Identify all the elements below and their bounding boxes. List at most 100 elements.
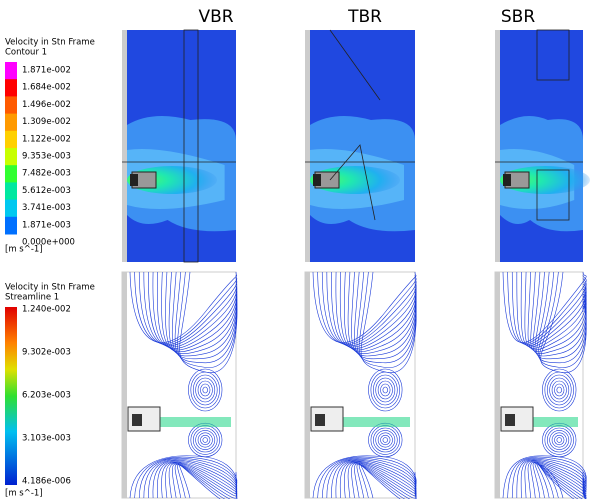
contour-panel — [122, 29, 236, 263]
vortex — [556, 437, 562, 443]
streamline-panel — [304, 271, 417, 503]
tick-label: 1.240e-002 — [22, 305, 71, 315]
colorbar-band — [5, 113, 17, 132]
streamline — [539, 271, 587, 368]
streamline — [134, 456, 238, 499]
colorbar-band — [5, 182, 17, 201]
vortex — [554, 434, 565, 446]
vortex — [375, 430, 396, 450]
vortex — [380, 383, 391, 397]
vortex — [197, 432, 213, 448]
jet — [530, 417, 578, 427]
device — [313, 174, 321, 186]
tick-label: 1.871e-003 — [22, 220, 71, 230]
tick-label: 3.103e-003 — [22, 434, 71, 444]
streamline — [134, 271, 238, 344]
colorbar-band — [5, 62, 17, 80]
vortex — [554, 383, 565, 397]
legend-subtitle: Streamline 1 — [5, 293, 59, 303]
wall — [495, 272, 500, 498]
tick-label: 1.496e-002 — [22, 100, 71, 110]
column-label: TBR — [347, 7, 382, 27]
streamline — [511, 271, 587, 345]
wall — [122, 30, 127, 262]
baffle — [536, 169, 570, 221]
streamline — [520, 271, 587, 348]
jet — [157, 417, 231, 427]
tick-label: 5.612e-003 — [22, 186, 71, 196]
streamline — [537, 271, 587, 364]
vortex — [192, 427, 218, 453]
tick-label: 3.741e-003 — [22, 203, 71, 213]
vortex — [542, 368, 577, 412]
streamline — [502, 271, 587, 343]
tick-label: 1.871e-002 — [22, 66, 71, 76]
legend-title: Velocity in Stn Frame — [5, 38, 95, 48]
streamline-panel — [494, 271, 587, 503]
streamline — [536, 463, 587, 499]
streamline — [335, 460, 417, 499]
vortex — [373, 374, 398, 406]
legend-unit: [m s^-1] — [5, 245, 43, 255]
streamline — [530, 271, 587, 353]
column-label: SBR — [501, 7, 535, 27]
colorbar-band — [5, 96, 17, 115]
vortex — [549, 377, 570, 403]
vortex — [549, 430, 570, 450]
tick-label: 4.186e-006 — [22, 477, 71, 487]
streamline — [532, 271, 587, 354]
streamline — [524, 271, 587, 349]
streamline — [527, 271, 587, 351]
tick-label: 1.684e-002 — [22, 83, 71, 93]
baffle — [536, 29, 570, 81]
colorbar-band — [5, 79, 17, 97]
streamline-panel — [121, 271, 238, 503]
vortex — [377, 380, 393, 400]
streamline — [536, 271, 587, 360]
vortex — [380, 434, 391, 446]
device — [315, 414, 325, 426]
streamline — [534, 463, 587, 499]
device — [503, 174, 511, 186]
colorbar — [5, 307, 17, 485]
vortex — [200, 383, 211, 397]
streamline — [537, 464, 587, 501]
streamline — [532, 462, 587, 499]
legend-title: Velocity in Stn Frame — [5, 283, 95, 293]
vortex — [377, 432, 393, 448]
vortex — [195, 430, 216, 450]
tick-label: 9.302e-003 — [22, 348, 71, 358]
vortex — [188, 368, 223, 412]
colorbar-band — [5, 216, 17, 235]
tick-label: 1.122e-002 — [22, 134, 71, 144]
vortex — [197, 380, 213, 400]
legend-unit: [m s^-1] — [5, 489, 43, 499]
colorbar-band — [5, 148, 17, 166]
device — [505, 414, 515, 426]
streamline — [321, 457, 417, 499]
vortex — [192, 374, 218, 406]
streamline — [331, 459, 417, 499]
streamline — [511, 457, 587, 499]
colorbar-band — [5, 130, 17, 149]
vortex — [370, 371, 401, 409]
contour-panel — [305, 29, 415, 262]
streamline — [520, 459, 587, 499]
wall — [305, 30, 310, 262]
baffle — [329, 29, 381, 221]
streamline — [326, 458, 417, 499]
vortex — [382, 437, 389, 443]
streamline — [516, 271, 587, 347]
streamline — [527, 461, 587, 499]
streamline — [339, 461, 417, 499]
vortex — [551, 380, 567, 400]
device — [130, 174, 138, 186]
streamline — [143, 458, 238, 499]
vortex — [551, 432, 567, 448]
streamline — [138, 457, 238, 499]
tick-label: 0.000e+000 — [22, 238, 75, 248]
colorbar-band — [5, 165, 17, 183]
